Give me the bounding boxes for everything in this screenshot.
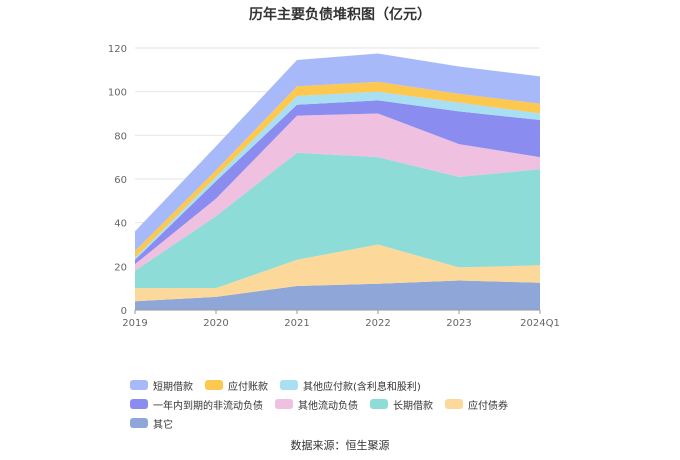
- x-tick-label: 2024Q1: [520, 318, 560, 329]
- stacked-area-chart: 0 20 40 60 80 100 120 2019 2020 2021 2022 2023 2024Q…: [108, 44, 560, 329]
- axis-layer: 0 20 40 60 80 100 120 2019 2020 2021 2022 2023 2024Q…: [108, 44, 560, 329]
- y-tick-label: 0: [121, 306, 127, 317]
- area-series-1: [135, 244, 540, 302]
- y-tick-label: 60: [114, 175, 127, 186]
- legend-swatch: [445, 399, 463, 409]
- legend-swatch: [275, 399, 293, 409]
- y-tick-label: 80: [114, 131, 127, 142]
- legend-label: 长期借款: [393, 400, 433, 412]
- legend-item[interactable]: 其它: [130, 416, 173, 431]
- area-series-7: [135, 53, 540, 252]
- legend: 短期借款 应付账款 其他应付款(含利息和股利) 一年内到期的非流动负债 其他流动负债 长期…: [130, 378, 570, 431]
- legend-label: 其他流动负债: [298, 400, 358, 412]
- y-tick-label: 40: [114, 219, 127, 230]
- area-series-0: [135, 280, 540, 310]
- legend-item[interactable]: 短期借款: [130, 378, 193, 393]
- area-series-4: [135, 100, 540, 265]
- x-tick-label: 2019: [122, 318, 147, 329]
- x-tick-label: 2020: [203, 318, 228, 329]
- chart-title: 历年主要负债堆积图（亿元）: [249, 7, 431, 23]
- area-series-5: [135, 91, 540, 260]
- legend-item[interactable]: 长期借款: [370, 397, 433, 412]
- legend-item[interactable]: 应付债券: [445, 397, 508, 412]
- y-tick-label: 100: [108, 88, 127, 99]
- legend-item[interactable]: 其他应付款(含利息和股利): [280, 378, 421, 393]
- y-tick-label: 20: [114, 262, 127, 273]
- legend-swatch: [130, 399, 148, 409]
- x-tick-label: 2023: [446, 318, 471, 329]
- x-tick-label: 2022: [365, 318, 390, 329]
- legend-item[interactable]: 应付账款: [205, 378, 268, 393]
- legend-swatch: [130, 380, 148, 390]
- legend-label: 其它: [153, 419, 173, 431]
- legend-label: 其他应付款(含利息和股利): [303, 381, 421, 393]
- legend-swatch: [130, 418, 148, 428]
- legend-label: 短期借款: [153, 381, 193, 393]
- data-source-note: 数据来源：恒生聚源: [290, 439, 390, 452]
- legend-label: 应付债券: [468, 400, 508, 412]
- legend-label: 一年内到期的非流动负债: [153, 400, 263, 412]
- y-tick-label: 120: [108, 44, 127, 55]
- legend-swatch: [280, 380, 298, 390]
- legend-swatch: [370, 399, 388, 409]
- legend-item[interactable]: 其他流动负债: [275, 397, 358, 412]
- legend-item[interactable]: 一年内到期的非流动负债: [130, 397, 263, 412]
- area-series-6: [135, 81, 540, 258]
- legend-label: 应付账款: [228, 381, 268, 393]
- area-series-2: [135, 152, 540, 289]
- legend-swatch: [205, 380, 223, 390]
- x-tick-label: 2021: [284, 318, 309, 329]
- area-series-3: [135, 113, 540, 271]
- area-layer: [135, 53, 540, 310]
